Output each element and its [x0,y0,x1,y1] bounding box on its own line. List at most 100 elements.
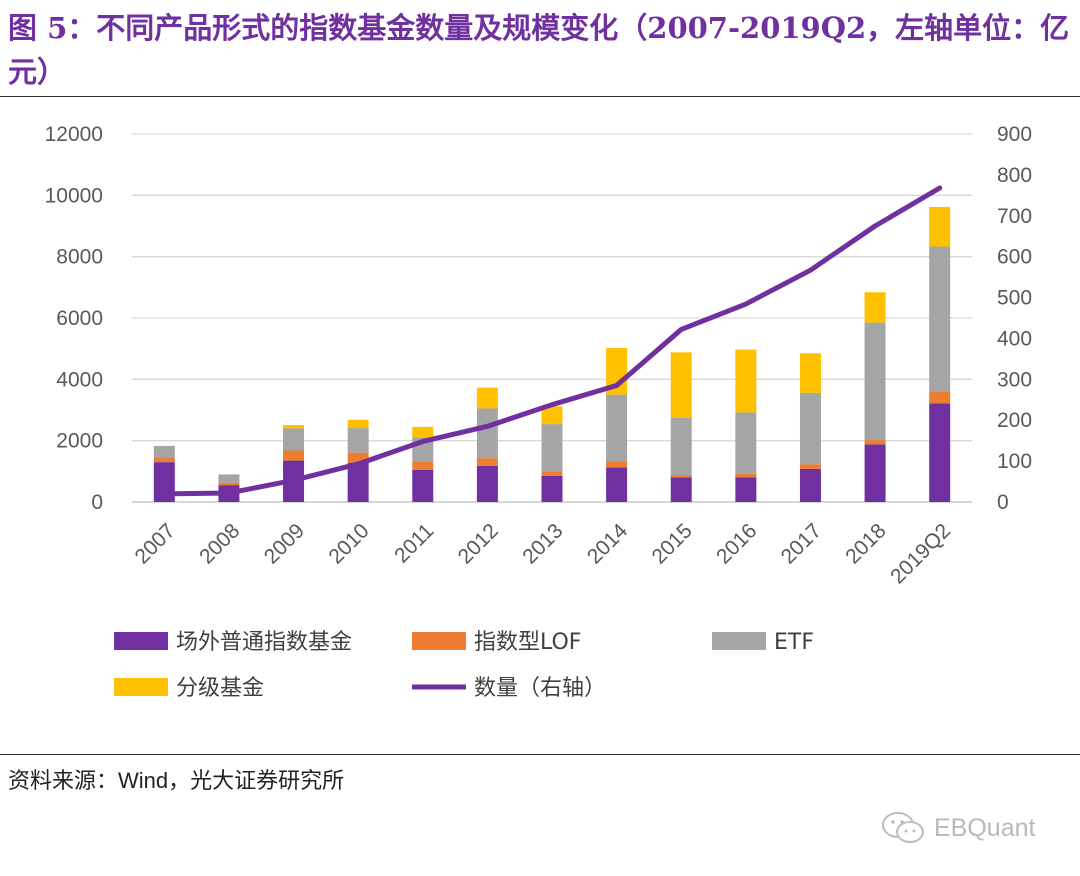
line-point [938,186,942,190]
bar-segment [347,452,369,463]
bar-segment [929,246,951,392]
bar-segment [541,471,563,476]
x-tick-label: 2013 [518,519,567,568]
bar-segment [864,440,886,445]
watermark-text: EBQuant [934,813,1036,842]
bar-segment [670,352,692,418]
line-point [808,268,812,272]
count-line [161,185,943,497]
bar-segment [218,474,240,483]
legend-swatch [712,632,766,650]
x-tick-label: 2011 [390,519,438,567]
bar-segment [541,475,563,502]
bar-segment [864,322,886,441]
bar-segment [283,425,305,429]
bar-segment [864,292,886,323]
bar-segment [929,403,951,502]
x-tick-label: 2010 [324,519,373,568]
x-tick-label: 2016 [712,519,761,568]
bar-segment [541,424,563,472]
line-point [292,478,296,482]
right-tick-label: 100 [997,450,1032,473]
bar-segment [347,428,369,453]
right-tick-label: 0 [997,491,1009,514]
x-tick-label: 2017 [777,519,826,568]
legend-swatch [114,632,168,650]
watermark: EBQuant [880,810,1035,846]
bar-segment [412,461,434,470]
bar-segment [153,457,175,463]
bar-segment [799,468,821,502]
left-tick-label: 6000 [56,307,103,330]
right-axis: 0 100 200 300 400 500 600 700 800 900 [997,123,1032,514]
right-tick-label: 600 [997,246,1032,269]
chart: 0 2000 4000 6000 8000 10000 12000 0 100 200 300 40… [45,123,1032,701]
bar-segment [929,206,951,247]
bar-segment [153,445,175,458]
right-tick-label: 300 [997,368,1032,391]
legend-swatch [114,678,168,696]
right-tick-label: 400 [997,327,1032,350]
chart-title: 图 5：不同产品形式的指数基金数量及规模变化（2007-2019Q2，左轴单位：… [8,11,1070,89]
bar-segment [412,426,434,438]
bar-segment [476,458,498,466]
left-tick-label: 12000 [45,123,103,146]
x-tick-label: 2018 [841,519,890,568]
bar-segment [283,428,305,451]
bar-segment [476,387,498,409]
source-prefix: 资料来源： [8,769,119,794]
wechat-icon [882,812,924,843]
line-point [162,492,166,496]
line-point [744,302,748,306]
legend-label: 数量（右轴） [474,676,606,701]
legend-label: 指数型LOF [474,630,581,655]
line-point [679,327,683,331]
right-tick-label: 200 [997,409,1032,432]
line-point [615,383,619,387]
bar-segment [670,417,692,476]
legend-label: 分级基金 [176,676,264,701]
right-tick-label: 900 [997,123,1032,146]
bar-segment [929,391,951,404]
x-tick-label: 2009 [260,519,309,568]
x-tick-label: 2014 [583,519,633,569]
line-point [550,403,554,407]
left-tick-label: 4000 [56,368,103,391]
bar-segment [735,412,757,474]
bar-segment [735,477,757,502]
right-tick-label: 700 [997,205,1032,228]
bar-segment [541,406,563,425]
bar-segment [606,467,628,502]
x-tick-label: 2007 [131,519,180,568]
bar-segment [735,349,757,413]
line-point [227,491,231,495]
bar-segment [799,353,821,393]
source-note: 资料来源：Wind，光大证券研究所 [8,763,344,795]
x-tick-label: 2008 [195,519,244,568]
source-text: Wind，光大证券研究所 [118,768,345,793]
right-tick-label: 500 [997,287,1032,310]
x-tick-label: 2019Q2 [886,519,955,588]
x-axis: 2007 2008 2009 2010 2011 2012 2013 2014 2015 2016… [131,519,956,588]
bar-segment [476,408,498,459]
bar-segment [799,464,821,469]
left-tick-label: 0 [91,491,103,514]
legend-label: ETF [774,630,814,655]
bar-segment [735,473,757,478]
x-tick-label: 2012 [454,519,503,568]
bar-segment [670,477,692,502]
line-point [873,224,877,228]
bar-segment [670,475,692,478]
left-tick-label: 2000 [56,430,103,453]
bar-segment [864,444,886,502]
x-tick-label: 2015 [647,519,696,568]
bar-segment [606,461,628,468]
legend-label: 场外普通指数基金 [176,630,352,655]
line-point [421,439,425,443]
legend-swatch [412,632,466,650]
bar-segment [799,392,821,465]
bar-segment [476,465,498,502]
bar-segment [606,394,628,462]
legend: 场外普通指数基金 指数型LOF ETF 分级基金 数量（右轴） [114,630,814,701]
right-tick-label: 800 [997,164,1032,187]
